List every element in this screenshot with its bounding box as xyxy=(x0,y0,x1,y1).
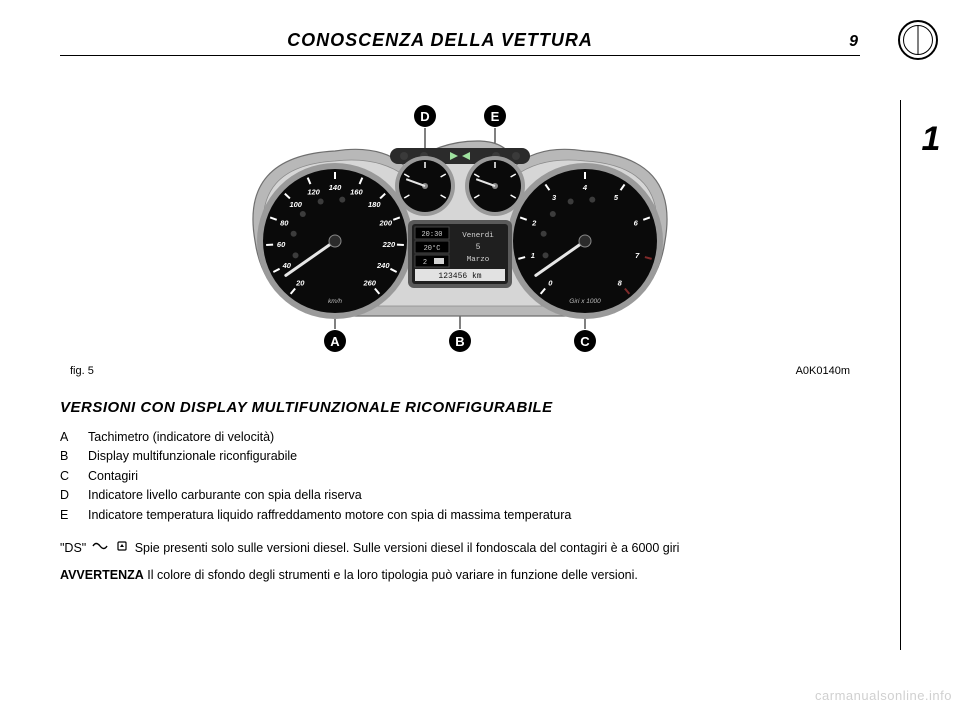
svg-text:180: 180 xyxy=(368,200,381,209)
legend-key: C xyxy=(60,467,74,486)
legend-row: B Display multifunzionale riconfigurabile xyxy=(60,447,860,466)
svg-text:2: 2 xyxy=(531,219,537,228)
chapter-number: 1 xyxy=(901,120,960,159)
legend-row: E Indicatore temperatura liquido raffredd… xyxy=(60,506,860,525)
warning-text: Il colore di sfondo degli strumenti e la… xyxy=(147,568,638,582)
legend-row: D Indicatore livello carburante con spia … xyxy=(60,486,860,505)
svg-text:60: 60 xyxy=(277,240,286,249)
svg-text:A: A xyxy=(330,334,340,349)
header-row: CONOSCENZA DELLA VETTURA 9 xyxy=(60,30,860,51)
svg-text:1: 1 xyxy=(531,251,535,260)
svg-text:Marzo: Marzo xyxy=(467,256,490,264)
figure-code: A0K0140m xyxy=(796,365,850,377)
header-rule xyxy=(60,55,860,56)
cluster-svg: A B C D E 2040 60 80 100 120 140 160 1 xyxy=(180,96,740,356)
svg-text:4: 4 xyxy=(582,183,588,192)
chapter-tab: 1 xyxy=(900,100,960,650)
legend-row: C Contagiri xyxy=(60,467,860,486)
svg-text:220: 220 xyxy=(382,240,396,249)
content-area: CONOSCENZA DELLA VETTURA 9 ABCDE xyxy=(60,30,860,582)
legend-text: Indicatore temperatura liquido raffredda… xyxy=(88,506,571,525)
instrument-cluster-figure: A B C D E 2040 60 80 100 120 140 160 1 xyxy=(60,96,860,377)
svg-text:123456 km: 123456 km xyxy=(438,272,481,281)
warning-label: AVVERTENZA xyxy=(60,568,144,582)
svg-text:2: 2 xyxy=(423,259,427,267)
note-text: Spie presenti solo sulle versioni diesel… xyxy=(135,541,680,555)
warning-line: AVVERTENZA Il colore di sfondo degli str… xyxy=(60,568,860,582)
legend-key: D xyxy=(60,486,74,505)
svg-text:120: 120 xyxy=(307,187,320,196)
svg-text:km/h: km/h xyxy=(328,298,342,305)
water-in-fuel-icon xyxy=(115,539,129,558)
page-title: CONOSCENZA DELLA VETTURA xyxy=(60,30,820,51)
svg-text:20:30: 20:30 xyxy=(421,231,442,239)
legend-key: E xyxy=(60,506,74,525)
note-prefix: "DS" xyxy=(60,541,86,555)
svg-text:E: E xyxy=(491,109,500,124)
svg-text:160: 160 xyxy=(350,187,363,196)
svg-text:C: C xyxy=(580,334,590,349)
legend-text: Contagiri xyxy=(88,467,138,486)
svg-text:20: 20 xyxy=(295,278,305,287)
watermark: carmanualsonline.info xyxy=(815,688,952,703)
svg-text:100: 100 xyxy=(289,200,302,209)
legend-text: Display multifunzionale riconfigurabile xyxy=(88,447,297,466)
page: 1 CONOSCENZA DELLA VETTURA 9 ABCDE xyxy=(0,0,960,709)
svg-text:5: 5 xyxy=(476,243,481,252)
svg-text:B: B xyxy=(455,334,464,349)
legend-text: Indicatore livello carburante con spia d… xyxy=(88,486,362,505)
diesel-note: "DS" Spie presenti solo sulle versioni d… xyxy=(60,539,860,558)
svg-text:240: 240 xyxy=(376,261,390,270)
legend-key: A xyxy=(60,428,74,447)
page-number: 9 xyxy=(830,33,860,51)
svg-text:200: 200 xyxy=(378,219,392,228)
legend-list: A Tachimetro (indicatore di velocità) B Di… xyxy=(60,428,860,525)
svg-text:80: 80 xyxy=(280,219,289,228)
figure-caption-row: fig. 5 A0K0140m xyxy=(60,365,860,377)
figure-label: fig. 5 xyxy=(70,365,94,377)
legend-key: B xyxy=(60,447,74,466)
svg-text:40: 40 xyxy=(282,261,292,270)
section-title: VERSIONI CON DISPLAY MULTIFUNZIONALE RIC… xyxy=(60,399,860,416)
svg-text:260: 260 xyxy=(362,278,376,287)
brand-logo xyxy=(898,20,938,60)
legend-row: A Tachimetro (indicatore di velocità) xyxy=(60,428,860,447)
legend-text: Tachimetro (indicatore di velocità) xyxy=(88,428,274,447)
svg-text:20°C: 20°C xyxy=(424,244,441,253)
svg-text:Venerdì: Venerdì xyxy=(462,232,494,240)
svg-text:140: 140 xyxy=(329,183,342,192)
svg-text:Giri x 1000: Giri x 1000 xyxy=(569,298,601,305)
glow-plug-icon xyxy=(92,539,108,558)
svg-text:D: D xyxy=(420,109,429,124)
